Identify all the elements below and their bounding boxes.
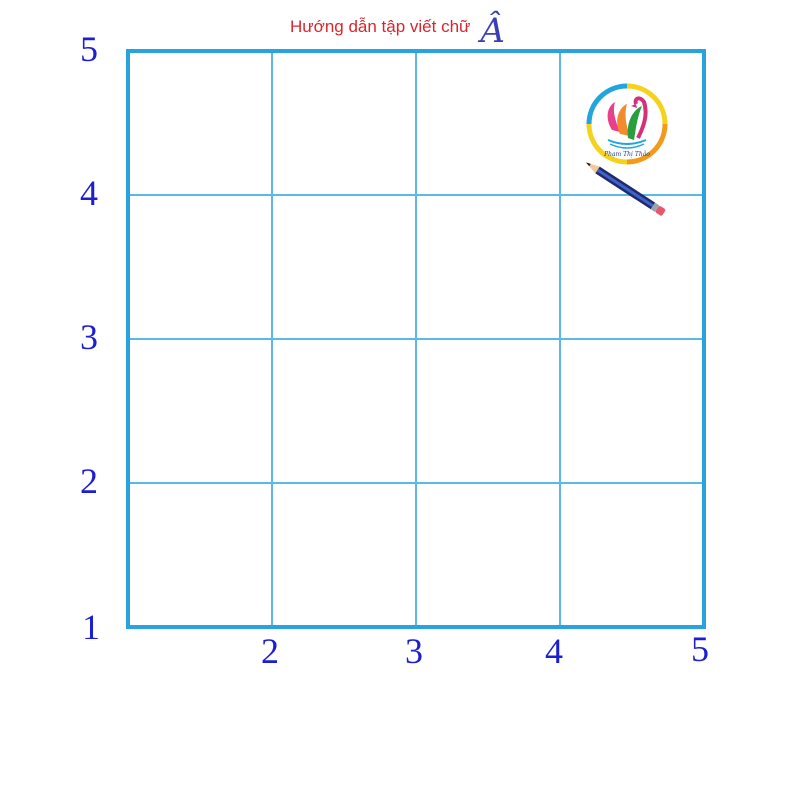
x-label-4: 4 xyxy=(545,631,563,671)
grid-border xyxy=(126,49,706,629)
x-label-2: 2 xyxy=(261,631,279,671)
swan-logo-icon: Phạm Thị Thảo xyxy=(582,82,672,172)
x-label-3: 3 xyxy=(405,631,423,671)
target-letter: Â xyxy=(480,11,505,51)
y-label-5: 5 xyxy=(80,29,98,69)
y-label-2: 2 xyxy=(80,461,98,501)
y-label-4: 4 xyxy=(80,173,98,213)
page-header: Hướng dẫn tập viết chữ Â xyxy=(0,4,795,52)
logo-caption: Phạm Thị Thảo xyxy=(603,151,650,158)
pencil-icon xyxy=(584,155,684,225)
writing-grid xyxy=(126,49,706,629)
x-label-5: 5 xyxy=(691,629,709,669)
y-label-1: 1 xyxy=(82,607,100,647)
grid-svg xyxy=(126,49,706,629)
y-label-3: 3 xyxy=(80,317,98,357)
page-title: Hướng dẫn tập viết chữ xyxy=(290,17,471,36)
